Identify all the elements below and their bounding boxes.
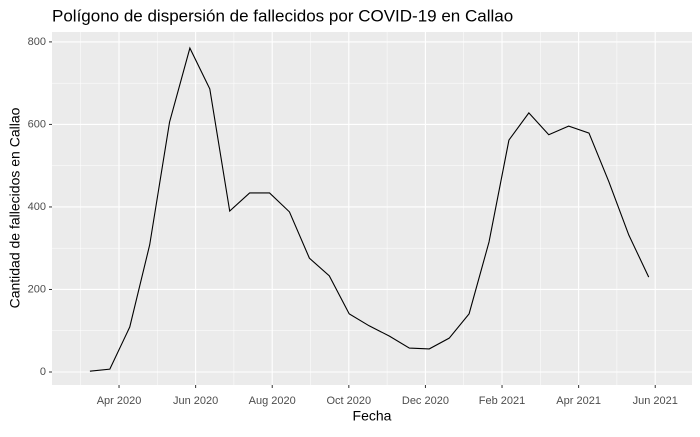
x-tick-label: Dec 2020 bbox=[402, 395, 449, 407]
y-tick-label: 200 bbox=[28, 283, 46, 295]
y-tick-label: 800 bbox=[28, 36, 46, 48]
y-tick-label: 400 bbox=[28, 201, 46, 213]
x-tick-label: Feb 2021 bbox=[479, 395, 525, 407]
line bbox=[89, 46, 650, 372]
y-tick-label: 0 bbox=[40, 366, 46, 378]
y-axis-label: Cantidad de fallecidos en Callao bbox=[7, 107, 23, 308]
x-tick-label: Oct 2020 bbox=[327, 395, 372, 407]
chart-title: Polígono de dispersión de fallecidos por… bbox=[52, 6, 513, 25]
x-tick-label: Apr 2020 bbox=[97, 395, 142, 407]
panel bbox=[52, 32, 692, 385]
x-tick-label: Jun 2020 bbox=[173, 395, 218, 407]
x-tick-label: Apr 2021 bbox=[556, 395, 601, 407]
y-tick-label: 600 bbox=[28, 118, 46, 130]
x-axis-label: Fecha bbox=[353, 408, 392, 424]
x-tick-label: Aug 2020 bbox=[249, 395, 296, 407]
x-tick-label: Jun 2021 bbox=[633, 395, 678, 407]
grid bbox=[52, 32, 692, 385]
marks bbox=[89, 46, 650, 372]
